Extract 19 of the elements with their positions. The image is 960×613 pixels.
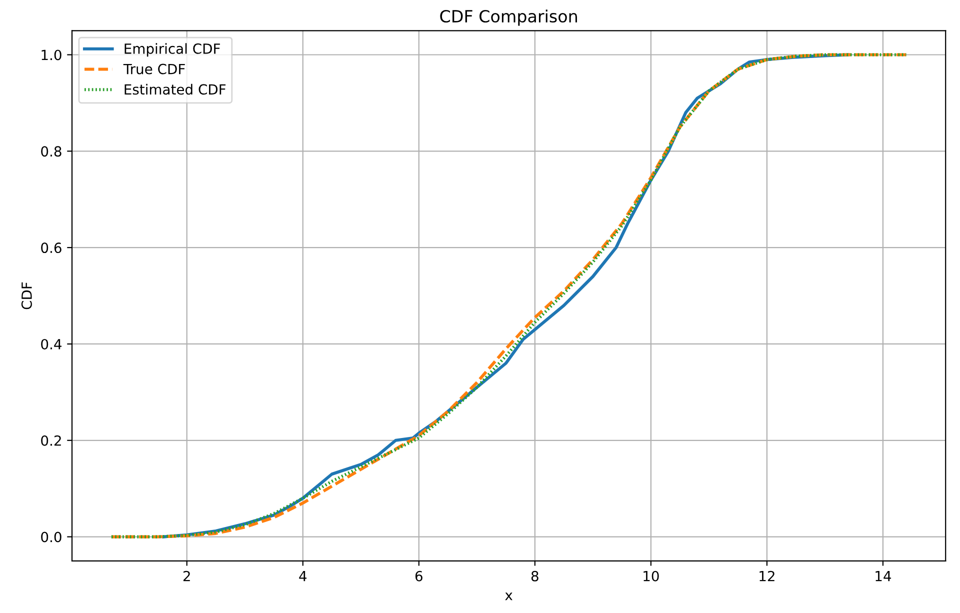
y-tick-label: 0.6 xyxy=(41,242,62,254)
y-tick-label: 0.8 xyxy=(41,146,62,157)
x-tick-label: 14 xyxy=(876,571,892,582)
legend-label: Empirical CDF xyxy=(124,43,220,57)
x-tick-label: 4 xyxy=(299,571,307,582)
legend-label: Estimated CDF xyxy=(124,84,226,95)
x-axis-title: x xyxy=(505,592,512,600)
y-tick-label: 0.0 xyxy=(41,532,62,542)
y-axis-title: CDF xyxy=(21,282,32,310)
x-tick-label: 8 xyxy=(531,570,538,582)
x-tick-label: 6 xyxy=(415,570,422,582)
x-tick-label: 2 xyxy=(183,570,190,582)
y-tick-label: 1.0 xyxy=(42,50,62,60)
y-tick-label: 0.2 xyxy=(41,435,61,446)
chart-title: CDF Comparison xyxy=(440,10,577,26)
y-tick-label: 0.4 xyxy=(41,338,62,350)
x-tick-label: 12 xyxy=(760,570,774,582)
x-tick-label: 10 xyxy=(644,570,659,582)
legend-label: True CDF xyxy=(123,64,185,74)
